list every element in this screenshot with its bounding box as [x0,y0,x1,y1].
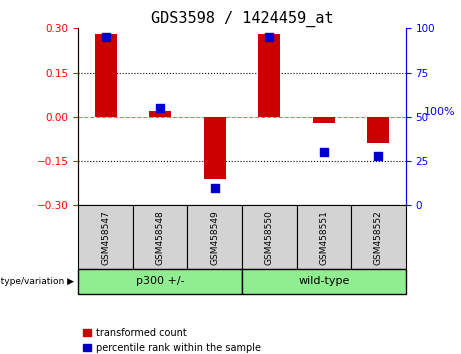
Point [157,105,164,111]
Bar [296,205,351,269]
Point [211,185,219,190]
Y-axis label: 100%: 100% [423,107,455,117]
Bar [78,205,133,269]
Bar [149,111,171,117]
Bar [242,269,406,294]
Text: GSM458551: GSM458551 [319,210,328,265]
Bar [133,205,188,269]
Text: GSM458549: GSM458549 [210,210,219,264]
Point [266,34,273,40]
Bar [95,34,117,117]
Text: p300 +/-: p300 +/- [136,276,184,286]
Point [375,153,382,159]
Bar [78,269,242,294]
Text: GSM458550: GSM458550 [265,210,274,265]
Bar [367,117,389,143]
Text: GSM458547: GSM458547 [101,210,110,264]
Bar [258,34,280,117]
Point [102,34,109,40]
Text: wild-type: wild-type [298,276,349,286]
Bar [204,117,226,179]
Bar [351,205,406,269]
Bar [313,117,335,123]
Title: GDS3598 / 1424459_at: GDS3598 / 1424459_at [151,11,333,27]
Bar [188,205,242,269]
Point [320,149,327,155]
Text: GSM458552: GSM458552 [374,210,383,264]
Legend: transformed count, percentile rank within the sample: transformed count, percentile rank withi… [83,328,261,353]
Text: genotype/variation ▶: genotype/variation ▶ [0,277,74,286]
Text: GSM458548: GSM458548 [156,210,165,264]
Bar [242,205,296,269]
